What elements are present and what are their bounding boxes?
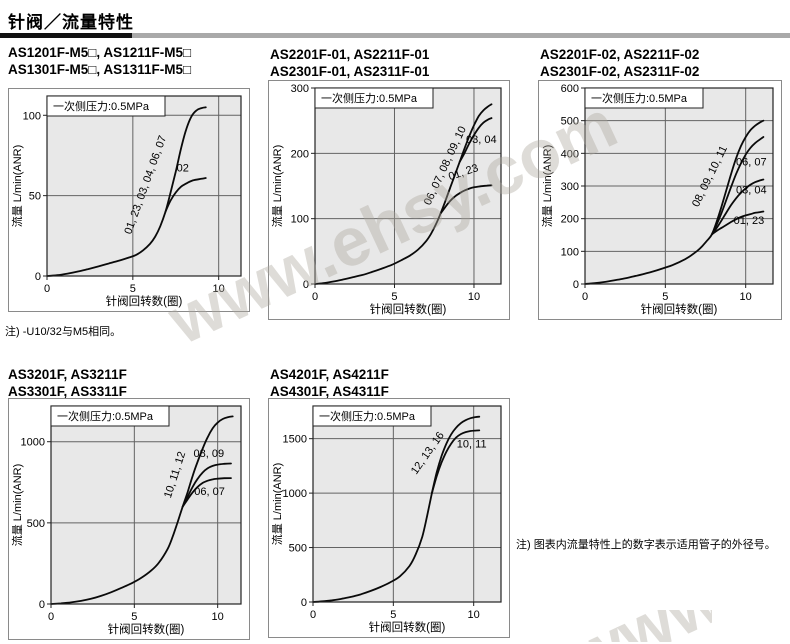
chart-header-line: AS4301F, AS4311F [270,384,389,399]
legend-pressure-label: 一次侧压力:0.5MPa [53,99,150,113]
y-axis-title: 流量 L/min(ANR) [540,145,554,228]
y-tick-label: 0 [303,279,309,291]
chart-header-as2200-01: AS2201F-01, AS2211F-01 AS2301F-01, AS231… [270,46,429,80]
x-axis-title: 针阀回转数(圈) [108,622,185,636]
y-axis-title: 流量 L/min(ANR) [10,145,24,228]
x-tick-label: 10 [468,609,480,621]
legend-box [46,95,166,117]
x-tick-label: 0 [310,609,316,621]
y-tick-label: 0 [35,271,41,283]
series-label: 06, 07 [194,486,225,498]
y-tick-label: 500 [561,116,579,128]
y-tick-label: 100 [23,110,41,122]
chart-header-line: AS2301F-01, AS2311F-01 [270,64,430,79]
series-label: 02 [177,163,189,175]
y-tick-label: 1000 [21,437,45,449]
y-tick-label: 0 [301,597,307,609]
y-tick-label: 500 [289,543,307,555]
y-tick-label: 0 [573,279,579,291]
y-tick-label: 200 [561,214,579,226]
chart-header-as3200: AS3201F, AS3211F AS3301F, AS3311F [8,366,127,400]
x-axis-title: 针阀回转数(圈) [106,294,183,308]
flow-chart-as1200: 一次侧压力:0.5MPa 0 5 10 0 50 100 针阀回转数(圈) 流量 L/min(A… [8,88,250,312]
y-tick-label: 200 [291,148,309,160]
watermark-text: www.ehsy.com [558,610,712,642]
series-label: 10, 11 [457,438,487,450]
x-tick-label: 0 [48,611,54,623]
flow-chart-as3200: 一次侧压力:0.5MPa 0 5 10 0 500 1000 针阀回转数(圈) 流量 L/min… [8,398,250,640]
chart-header-line: AS1301F-M5□, AS1311F-M5□ [8,62,192,77]
chart-header-line: AS2201F-02, AS2211F-02 [540,47,700,62]
chart-header-line: AS3301F, AS3311F [8,384,127,399]
x-tick-label: 0 [44,283,50,295]
x-tick-label: 10 [212,611,224,623]
x-tick-label: 0 [312,291,318,303]
x-axis-title: 针阀回转数(圈) [369,620,446,634]
series-label: 03, 04 [736,185,767,197]
chart-header-line: AS2301F-02, AS2311F-02 [540,64,700,79]
y-tick-label: 300 [291,83,309,95]
y-axis-title: 流量 L/min(ANR) [270,145,284,228]
flow-chart-as2200-02: 一次侧压力:0.5MPa 0 5 10 0 100 200 300 400 500 600 针阀回转数… [538,80,782,320]
series-label: 08, 09 [194,448,225,460]
chart-header-as4200: AS4201F, AS4211F AS4301F, AS4311F [270,366,389,400]
y-tick-label: 50 [29,191,41,203]
page-title: 针阀／流量特性 [8,13,134,32]
note-m5: 注) -U10/32与M5相同。 [5,326,122,338]
y-tick-label: 300 [561,181,579,193]
x-tick-label: 10 [740,291,752,303]
flow-chart-as4200: 一次侧压力:0.5MPa 0 5 10 0 500 1000 1500 针阀回转数(圈) 流量 L… [268,398,510,638]
flow-chart-svg: 一次侧压力:0.5MPa 0 5 10 0 500 1000 针阀回转数(圈) 流量 L/min… [10,405,242,636]
legend-pressure-label: 一次侧压力:0.5MPa [591,91,688,105]
chart-header-line: AS4201F, AS4211F [270,367,389,382]
x-tick-label: 5 [390,609,396,621]
title-rule [0,33,790,38]
y-axis-title: 流量 L/min(ANR) [270,463,284,546]
x-tick-label: 0 [582,291,588,303]
x-tick-label: 5 [131,611,137,623]
flow-chart-as2200-01: 一次侧压力:0.5MPa 0 5 10 0 100 200 300 针阀回转数(圈) 流量 L/m… [268,80,510,320]
legend-box [50,405,170,427]
legend-pressure-label: 一次侧压力:0.5MPa [57,409,154,423]
chart-header-as2200-02: AS2201F-02, AS2211F-02 AS2301F-02, AS231… [540,46,699,80]
y-tick-label: 100 [291,214,309,226]
y-axis-title: 流量 L/min(ANR) [10,464,24,547]
watermark-clip: www.ehsy.com [552,610,712,642]
legend-box [584,87,704,109]
legend-pressure-label: 一次侧压力:0.5MPa [319,409,416,423]
note-tube-size: 注) 图表内流量特性上的数字表示适用管子的外径号。 [516,539,776,551]
legend-box [312,405,432,427]
x-tick-label: 5 [130,283,136,295]
series-label: 03, 04 [466,134,497,146]
x-tick-label: 5 [391,291,397,303]
series-label: 06, 07 [736,157,767,169]
x-tick-label: 10 [468,291,480,303]
y-tick-label: 600 [561,83,579,95]
y-tick-label: 400 [561,148,579,160]
flow-chart-svg: 一次侧压力:0.5MPa 0 5 10 0 500 1000 1500 针阀回转数(圈) 流量 L… [270,405,502,634]
title-rule-accent [0,33,132,38]
chart-header-line: AS1201F-M5□, AS1211F-M5□ [8,45,192,60]
y-tick-label: 500 [27,518,45,530]
x-axis-title: 针阀回转数(圈) [641,302,718,316]
y-tick-label: 100 [561,246,579,258]
y-tick-label: 1500 [283,434,307,446]
series-label: 01, 23 [734,215,765,227]
chart-header-line: AS2201F-01, AS2211F-01 [270,47,430,62]
legend-box [314,87,434,109]
x-tick-label: 5 [662,291,668,303]
y-tick-label: 0 [39,599,45,611]
y-tick-label: 1000 [283,488,307,500]
legend-pressure-label: 一次侧压力:0.5MPa [321,91,418,105]
x-axis-title: 针阀回转数(圈) [370,302,447,316]
chart-header-as1200: AS1201F-M5□, AS1211F-M5□ AS1301F-M5□, AS… [8,44,191,78]
x-tick-label: 10 [213,283,225,295]
chart-header-line: AS3201F, AS3211F [8,367,127,382]
